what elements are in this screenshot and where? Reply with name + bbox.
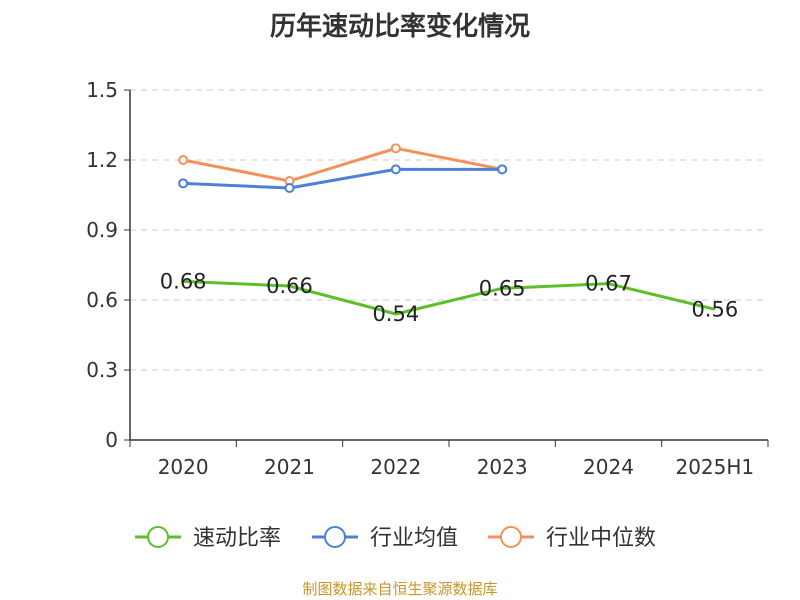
y-tick-label: 0.3 [86,358,118,382]
legend-marker [500,526,522,548]
y-tick-label: 1.2 [86,148,118,172]
series-line [183,279,716,316]
series-line [182,146,503,183]
x-tick-label: 2020 [158,455,209,479]
data-point [284,183,295,193]
legend-label: 速动比率 [193,526,281,551]
x-tick-label: 2022 [370,455,421,479]
data-point [390,164,401,175]
data-label: 0.68 [160,269,207,293]
data-point [178,155,189,165]
y-tick-label: 0.6 [86,288,118,312]
legend-marker [324,526,346,548]
x-tick-label: 2024 [583,455,634,479]
legend-label: 行业均值 [370,526,458,551]
data-label: 0.67 [585,272,632,296]
data-label: 0.66 [266,274,313,298]
y-tick-label: 0.9 [86,218,118,242]
chart-title: 历年速动比率变化情况 [269,12,530,42]
data-point [178,178,189,189]
legend-label: 行业中位数 [546,526,656,551]
data-label: 0.56 [691,297,738,321]
data-label: 0.65 [479,276,526,300]
legend-marker [147,526,169,548]
data-point [390,143,401,154]
data-point [497,164,508,175]
source-note: 制图数据来自恒生聚源数据库 [302,580,498,598]
x-tick-label: 2025H1 [675,455,754,479]
x-tick-label: 2023 [477,455,528,479]
y-tick-label: 1.5 [86,78,118,102]
data-label: 0.54 [372,302,419,326]
y-tick-label: 0 [105,428,118,452]
x-tick-label: 2021 [264,455,315,479]
series-line [183,167,503,190]
